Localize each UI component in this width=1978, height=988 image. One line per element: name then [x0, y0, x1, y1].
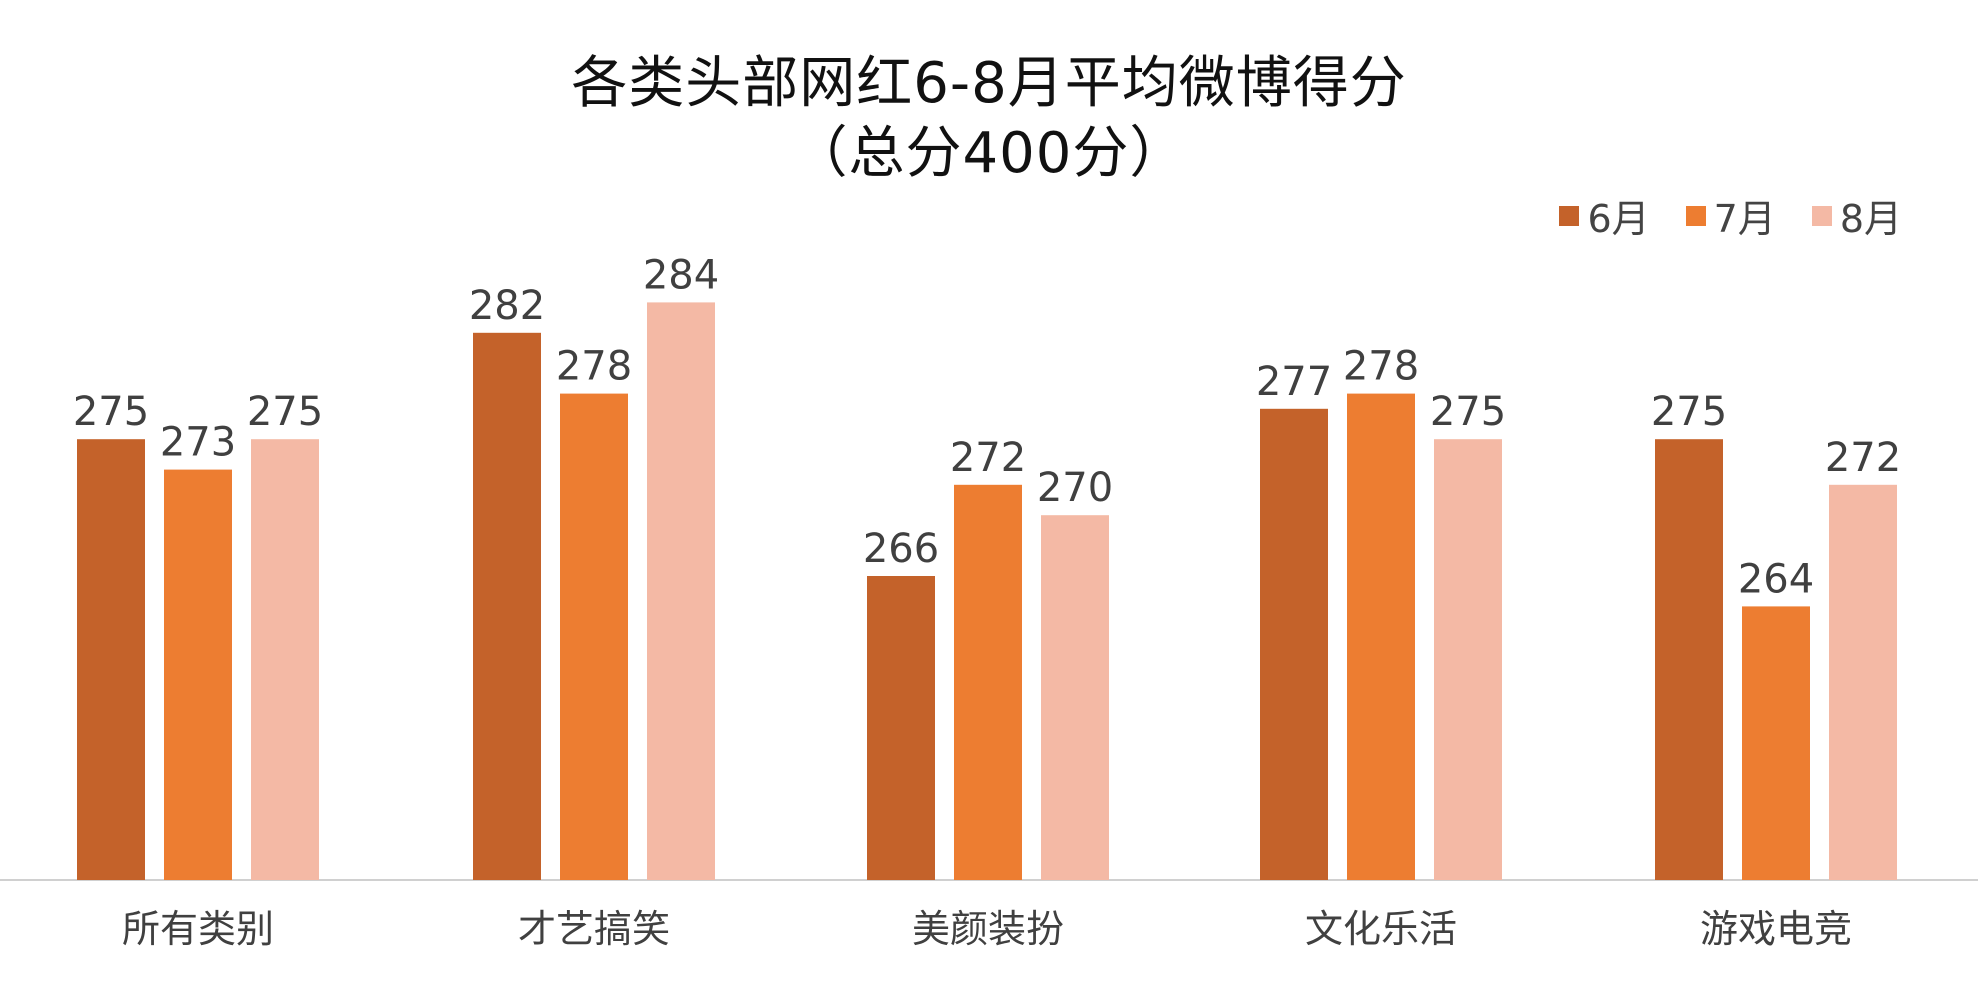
legend-label-aug: 8月 — [1839, 197, 1902, 241]
bar — [560, 393, 628, 880]
legend-item-aug: 8月 — [1811, 188, 1902, 243]
legend-label-jul: 7月 — [1713, 197, 1776, 241]
data-label: 278 — [556, 344, 632, 390]
data-label: 272 — [950, 435, 1026, 481]
bar — [164, 469, 232, 880]
data-label: 273 — [160, 420, 236, 466]
data-label: 275 — [73, 389, 149, 435]
data-label: 277 — [1256, 359, 1332, 405]
bar — [1260, 408, 1328, 880]
legend-swatch-jun — [1559, 205, 1580, 226]
x-tick-label: 美颜装扮 — [912, 907, 1064, 951]
x-tick-label: 所有类别 — [122, 907, 274, 951]
bar — [473, 332, 541, 880]
bar — [1655, 439, 1723, 880]
bar — [1041, 515, 1109, 880]
bar — [647, 302, 715, 880]
legend-swatch-aug — [1811, 205, 1832, 226]
data-label: 272 — [1825, 435, 1901, 481]
bar — [1829, 484, 1897, 880]
data-label: 275 — [1651, 389, 1727, 435]
chart-subtitle: （总分400分） — [791, 121, 1187, 186]
data-label: 275 — [247, 389, 323, 435]
data-label: 282 — [469, 283, 545, 329]
bar — [77, 439, 145, 880]
legend-swatch-jul — [1685, 205, 1706, 226]
data-label: 270 — [1037, 465, 1113, 511]
bar — [1742, 606, 1810, 880]
legend: 6月 7月 8月 — [1559, 188, 1902, 243]
x-tick-label: 文化乐活 — [1305, 907, 1457, 951]
data-label: 278 — [1343, 344, 1419, 390]
legend-label-jun: 6月 — [1587, 197, 1650, 241]
bar — [1434, 439, 1502, 880]
bar — [1347, 393, 1415, 880]
chart-title: 各类头部网红6-8月平均微博得分 — [571, 51, 1407, 116]
data-label: 266 — [863, 526, 939, 572]
x-tick-label: 游戏电竞 — [1700, 907, 1852, 951]
data-label: 284 — [643, 252, 719, 298]
legend-item-jun: 6月 — [1559, 188, 1650, 243]
data-label: 275 — [1430, 389, 1506, 435]
bar — [867, 576, 935, 880]
bar — [251, 439, 319, 880]
x-tick-label: 才艺搞笑 — [518, 907, 670, 951]
data-label: 264 — [1738, 556, 1814, 602]
legend-item-jul: 7月 — [1685, 188, 1776, 243]
bar — [954, 484, 1022, 880]
